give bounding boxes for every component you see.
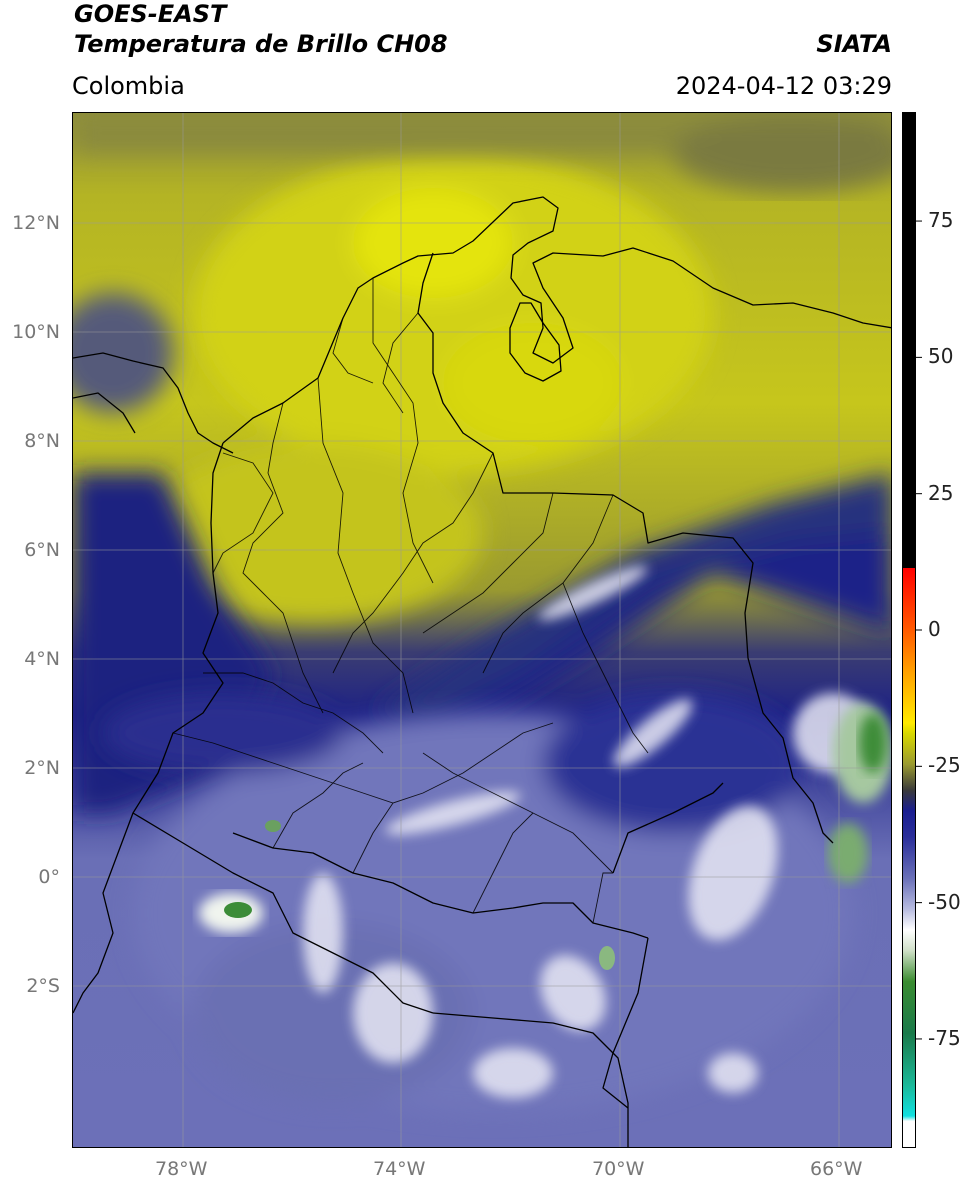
lat-label-6n: 6°N [24,539,60,561]
colorbar-tick-marks [916,220,922,1040]
lat-label-12n: 12°N [12,212,60,234]
lat-label-10n: 10°N [12,321,60,343]
colorbar-tick-label: -25 [928,753,961,778]
colorbar-tick-label: 25 [928,480,954,505]
temperature-colorbar [902,112,916,1148]
colorbar-tick-label: 50 [928,344,954,369]
lat-label-2s: 2°S [26,975,60,997]
lon-label-74w: 74°W [373,1158,426,1180]
lat-label-8n: 8°N [24,430,60,452]
colorbar-tick-label: 0 [928,617,941,641]
lat-label-4n: 4°N [24,648,60,670]
lon-label-70w: 70°W [592,1158,645,1180]
colorbar-tick-label: -50 [928,889,961,914]
satellite-map [72,112,892,1148]
region-label: Colombia [72,72,185,100]
product-title: Temperatura de Brillo CH08 [74,30,448,58]
lat-label-0: 0° [38,866,60,888]
datetime-label: 2024-04-12 03:29 [675,72,892,100]
colorbar-tick-label: 75 [928,208,954,233]
lat-label-2n: 2°N [24,757,60,779]
lon-label-78w: 78°W [155,1158,208,1180]
lon-label-66w: 66°W [810,1158,863,1180]
colorbar-gradient [903,113,915,1147]
brightness-temperature-field [73,113,891,1147]
agency-label: SIATA [816,30,892,58]
satellite-title: GOES-EAST [74,0,227,28]
colorbar-tick-label: -75 [928,1025,961,1050]
